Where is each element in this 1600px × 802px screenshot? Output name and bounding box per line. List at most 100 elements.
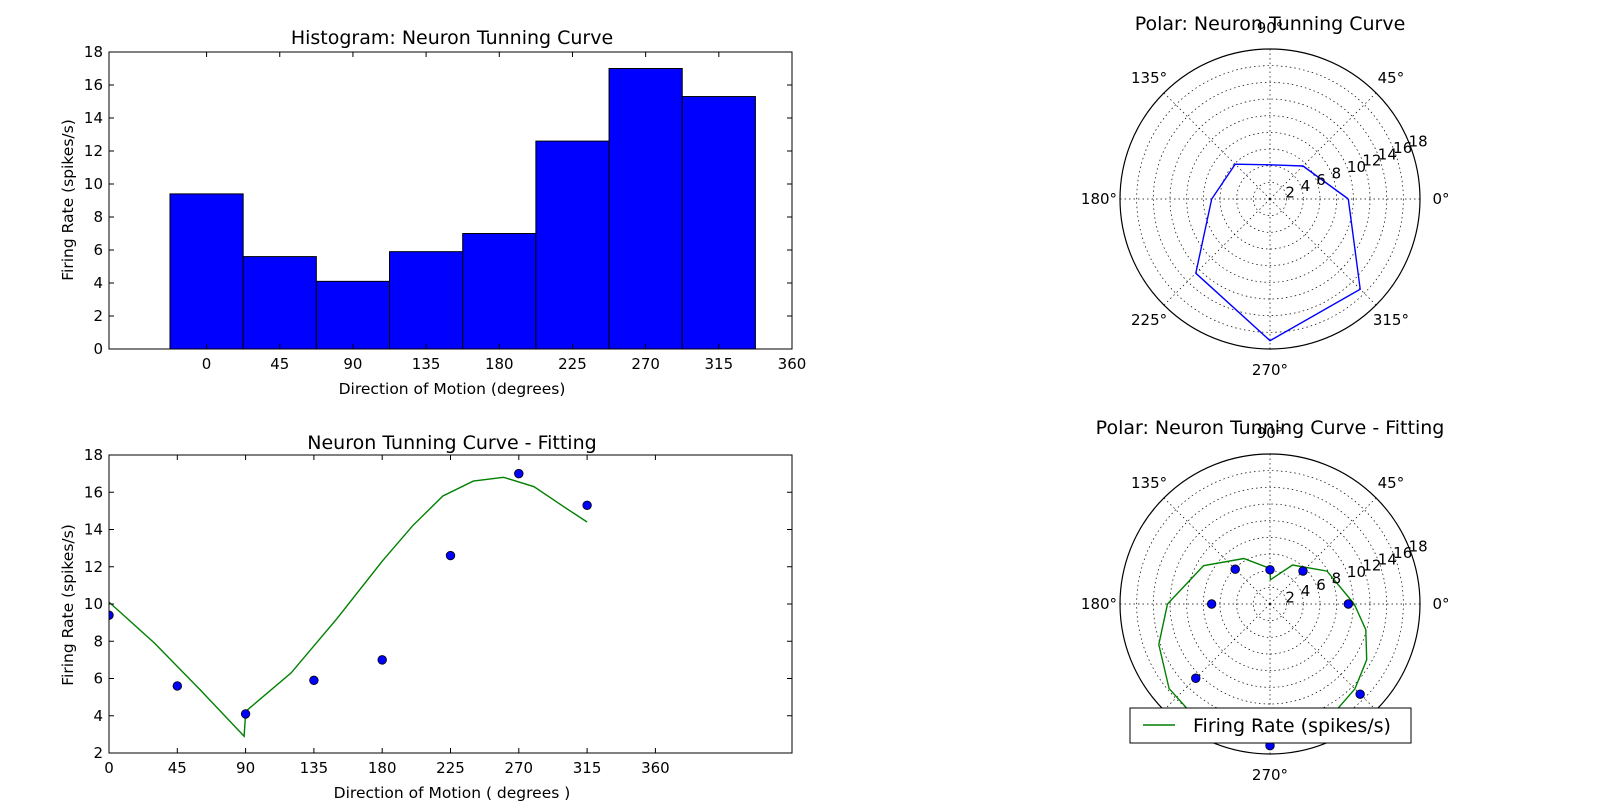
polar-radial-label: 4 — [1301, 177, 1311, 195]
data-point — [309, 675, 319, 686]
polar-radial-label: 18 — [1409, 538, 1428, 556]
data-point — [172, 681, 183, 691]
polar-grid-ring — [1152, 486, 1388, 722]
y-tick-label: 16 — [84, 76, 103, 94]
polar-data-point — [1265, 565, 1275, 575]
polar-curve — [1158, 557, 1368, 743]
polar-radial-label: 8 — [1332, 164, 1342, 182]
polar-angle-label: 270° — [1252, 766, 1288, 784]
polar-angle-label: 225° — [1131, 311, 1167, 329]
polar-grid-ring — [1202, 536, 1338, 672]
polar-radial-label: 14 — [1378, 550, 1397, 568]
x-tick-label: 90 — [343, 355, 362, 373]
y-tick-label: 12 — [84, 558, 103, 576]
data-point — [240, 709, 251, 719]
polar-fitting-title: Polar: Neuron Tunning Curve - Fitting — [1096, 417, 1445, 439]
histogram-bar — [535, 140, 610, 350]
x-tick-label: 135 — [412, 355, 441, 373]
legend-label: Firing Rate (spikes/s) — [1193, 715, 1391, 737]
histogram-bar — [681, 96, 756, 350]
x-tick-label: 315 — [573, 759, 602, 777]
polar-outer-ring — [1119, 48, 1421, 350]
histogram-bar — [389, 251, 464, 350]
polar-grid-ring — [1136, 65, 1404, 333]
fitting-panel: Neuron Tunning Curve - Fitting Direction… — [59, 432, 793, 802]
histogram-bar — [608, 68, 683, 350]
polar-plot-area — [1195, 163, 1361, 342]
histogram-bar — [462, 233, 537, 350]
histogram-bar — [315, 280, 391, 350]
y-tick-label: 8 — [93, 208, 103, 226]
polar-plot-area — [1158, 557, 1368, 743]
x-tick-label: 135 — [300, 759, 329, 777]
polar-outer-ring — [1119, 453, 1421, 755]
polar-angle-label: 135° — [1131, 474, 1167, 492]
histogram-ylabel: Firing Rate (spikes/s) — [59, 119, 77, 280]
y-tick-label: 14 — [84, 521, 103, 539]
polar-angle-label: 180° — [1081, 190, 1117, 208]
fitting-xlabel: Direction of Motion ( degrees ) — [334, 784, 571, 802]
fitting-ylabel: Firing Rate (spikes/s) — [59, 524, 77, 685]
polar-angle-label: 45° — [1378, 474, 1405, 492]
polar-data-point — [1343, 599, 1354, 609]
x-tick-label: 0 — [104, 759, 114, 777]
x-tick-label: 270 — [504, 759, 533, 777]
polar-radial-label: 16 — [1393, 544, 1412, 562]
polar-tuning-title: Polar: Neuron Tunning Curve — [1135, 13, 1406, 35]
polar-radial-label: 18 — [1409, 133, 1428, 151]
polar-radial-label: 12 — [1362, 152, 1381, 170]
polar-radial-label: 6 — [1316, 576, 1326, 594]
y-tick-label: 0 — [93, 340, 103, 358]
y-tick-label: 4 — [93, 274, 103, 292]
polar-radial-label: 16 — [1393, 139, 1412, 157]
histogram-bar — [242, 256, 317, 350]
y-tick-label: 2 — [93, 744, 103, 762]
y-tick-label: 18 — [84, 43, 103, 61]
y-tick-label: 12 — [84, 142, 103, 160]
data-point — [109, 610, 114, 620]
data-point — [377, 655, 387, 665]
polar-grid-ring — [1236, 165, 1304, 233]
y-tick-label: 6 — [93, 241, 103, 259]
polar-angle-label: 45° — [1378, 69, 1405, 87]
polar-radial-label: 14 — [1378, 145, 1397, 163]
y-tick-label: 2 — [93, 307, 103, 325]
axes-frame — [108, 51, 793, 350]
x-tick-label: 45 — [270, 355, 289, 373]
polar-angle-label: 315° — [1373, 311, 1409, 329]
polar-data-point — [1230, 564, 1240, 574]
polar-grid-ring — [1252, 586, 1288, 622]
y-tick-label: 16 — [84, 483, 103, 501]
polar-grid-ring — [1186, 115, 1354, 283]
polar-grid-ring — [1152, 81, 1388, 317]
histogram-panel: Histogram: Neuron Tunning Curve Directio… — [59, 27, 806, 398]
polar-radial-label: 8 — [1332, 569, 1342, 587]
polar-angle-label: 90° — [1257, 19, 1284, 37]
polar-angle-label: 90° — [1257, 424, 1284, 442]
polar-angle-label: 0° — [1432, 190, 1449, 208]
polar-radial-label: 2 — [1285, 589, 1295, 607]
x-tick-label: 315 — [705, 355, 734, 373]
x-tick-label: 360 — [641, 759, 670, 777]
x-tick-label: 360 — [778, 355, 807, 373]
polar-angle-label: 270° — [1252, 361, 1288, 379]
x-tick-label: 90 — [236, 759, 255, 777]
y-tick-label: 14 — [84, 109, 103, 127]
plot-area — [109, 468, 592, 738]
histogram-xlabel: Direction of Motion (degrees) — [339, 380, 566, 398]
data-point — [582, 500, 592, 510]
polar-radial-label: 12 — [1362, 557, 1381, 575]
polar-radial-label: 6 — [1316, 171, 1326, 189]
y-tick-label: 6 — [93, 670, 103, 688]
polar-angle-label: 0° — [1432, 595, 1449, 613]
polar-angle-label: 180° — [1081, 595, 1117, 613]
fit-curve — [109, 476, 588, 738]
polar-data-point — [1191, 673, 1201, 683]
y-tick-label: 4 — [93, 707, 103, 725]
fitting-title: Neuron Tunning Curve - Fitting — [307, 432, 596, 454]
polar-radial-label: 10 — [1347, 158, 1366, 176]
x-tick-label: 0 — [202, 355, 212, 373]
polar-curve — [1195, 163, 1361, 342]
